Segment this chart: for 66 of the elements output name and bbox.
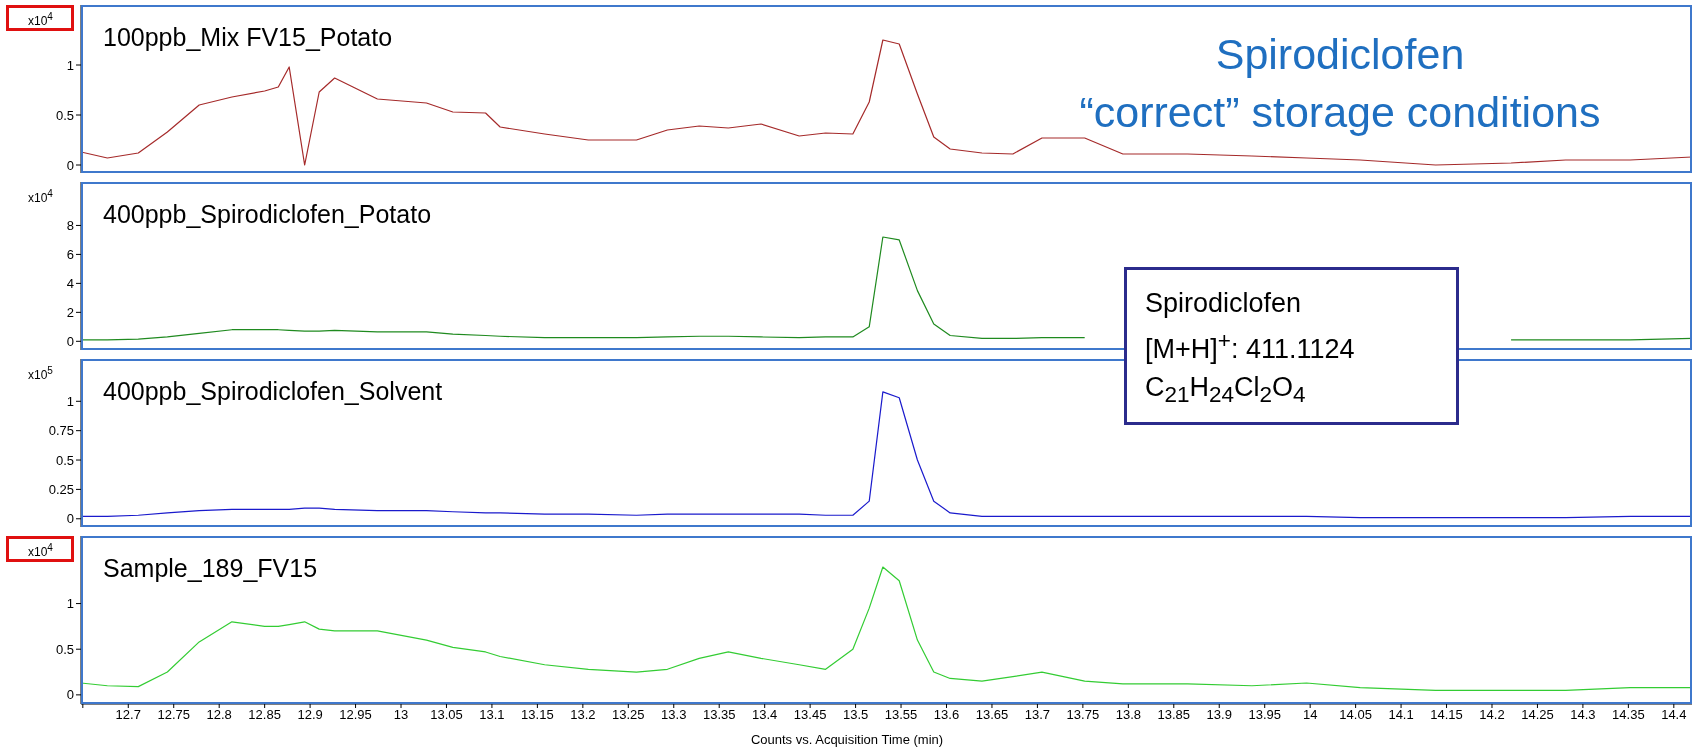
x-tick-label: 13.55	[884, 707, 918, 723]
x-tick-label: 13.8	[1115, 707, 1141, 723]
x-tick-label: 12.7	[115, 707, 141, 723]
y-tick-label: 0	[66, 333, 74, 349]
x-tick-label: 13.35	[702, 707, 736, 723]
y-tick-label: 0.5	[55, 452, 74, 468]
x-tick-label: 12.85	[248, 707, 281, 723]
y-tick-label: 0.5	[55, 107, 74, 123]
x-tick-label: 14.05	[1339, 707, 1372, 723]
y-tick-label: 0	[66, 687, 74, 703]
x-tick-label: 12.9	[297, 707, 323, 723]
x-tick-label: 12.8	[206, 707, 232, 723]
y-tick-label: 2	[66, 304, 74, 320]
x-tick-label: 13.75	[1066, 707, 1100, 723]
x-tick-label: 14.15	[1430, 707, 1463, 723]
x-tick-label: 13.15	[521, 707, 554, 723]
x-tick-label: 13.95	[1248, 707, 1281, 723]
x-tick-label: 13.25	[612, 707, 645, 723]
x-tick-label: 14.35	[1612, 707, 1645, 723]
x-tick-label: 14	[1302, 707, 1318, 723]
x-tick-label: 14.4	[1661, 707, 1687, 723]
annotation: Spirodiclofen	[1215, 30, 1465, 78]
y-tick-label: 1	[66, 57, 74, 73]
x-tick-label: 13.05	[430, 707, 463, 723]
x-tick-label: 13.65	[975, 707, 1009, 723]
x-tick-label: 13.9	[1206, 707, 1232, 723]
x-tick-label: 13.85	[1157, 707, 1191, 723]
text: Sample_189_FV15	[103, 554, 318, 582]
x-tick-label: 13.7	[1024, 707, 1051, 723]
x-tick-label: 13.45	[793, 707, 827, 723]
note-box: Spirodiclofen [M+H]$^{+}$: 411.1124 C$_{21}$H$_{24}$Cl$_{2}$O$_{4}$	[1124, 267, 1459, 425]
x-tick-label: 13.6	[933, 707, 960, 723]
y-axis-title: x10$^{4}$	[28, 188, 53, 205]
x-tick-label: 13.5	[842, 707, 869, 723]
annotation: [M+H]$^{+}$: 411.1124	[1145, 328, 1355, 364]
x-tick-label: 13.1	[479, 707, 505, 723]
x-tick-label: 14.1	[1388, 707, 1414, 723]
x-tick-label: 13	[393, 707, 409, 723]
text: 100ppb_Mix FV15_Potato	[103, 23, 393, 51]
x-tick-label: 14.3	[1570, 707, 1596, 723]
x-tick-label: 12.95	[339, 707, 372, 723]
y-axis-title: x10$^{4}$	[28, 542, 53, 559]
x-tick-label: 13.2	[570, 707, 596, 723]
x-tick-label: 12.75	[157, 707, 191, 723]
text: 400ppb_Spirodiclofen_Solvent	[103, 377, 443, 405]
y-tick-label: 0	[66, 157, 74, 173]
y-tick-label: 1	[66, 596, 74, 612]
y-axis-title: x10$^{4}$	[28, 11, 53, 28]
x-tick-label: 13.4	[752, 707, 778, 723]
annotation: Spirodiclofen	[1145, 288, 1302, 318]
y-tick-label: 0.25	[48, 482, 74, 498]
x-tick-label: 14.25	[1521, 707, 1554, 723]
y-tick-label: 0.5	[55, 641, 74, 657]
y-tick-label: 8	[66, 218, 74, 234]
text: 400ppb_Spirodiclofen_Potato	[103, 200, 432, 228]
x-axis-title: Counts vs. Acquisition Time (min)	[750, 732, 944, 747]
y-tick-label: 0	[66, 511, 74, 527]
y-axis-title: x10$^{5}$	[28, 365, 53, 382]
x-tick-label: 13.3	[661, 707, 687, 723]
y-tick-label: 4	[66, 275, 74, 291]
x-tick-label: 14.2	[1479, 707, 1505, 723]
y-tick-label: 0.75	[48, 423, 74, 439]
y-tick-label: 1	[66, 393, 74, 409]
y-tick-label: 6	[66, 247, 74, 263]
annotation: C$_{21}$H$_{24}$Cl$_{2}$O$_{4}$	[1145, 372, 1306, 408]
annotation: “correct” storage conditions	[1079, 88, 1601, 136]
